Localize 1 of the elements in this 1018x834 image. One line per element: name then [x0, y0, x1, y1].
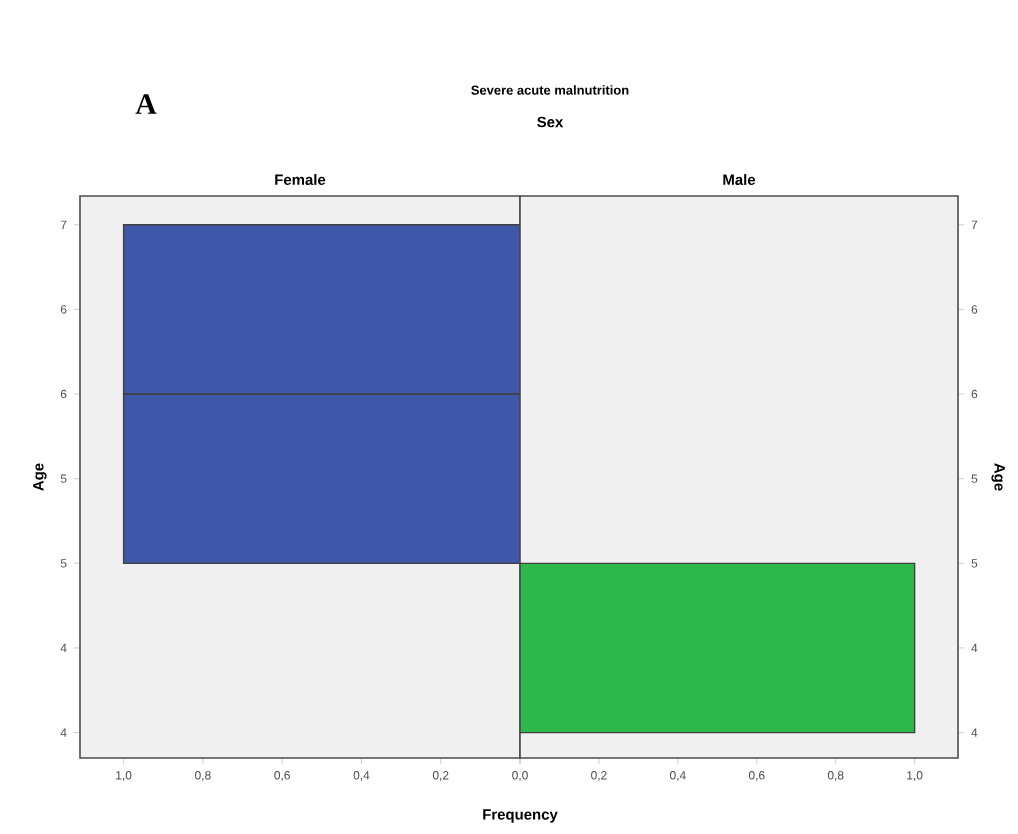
text: A — [135, 94, 157, 114]
